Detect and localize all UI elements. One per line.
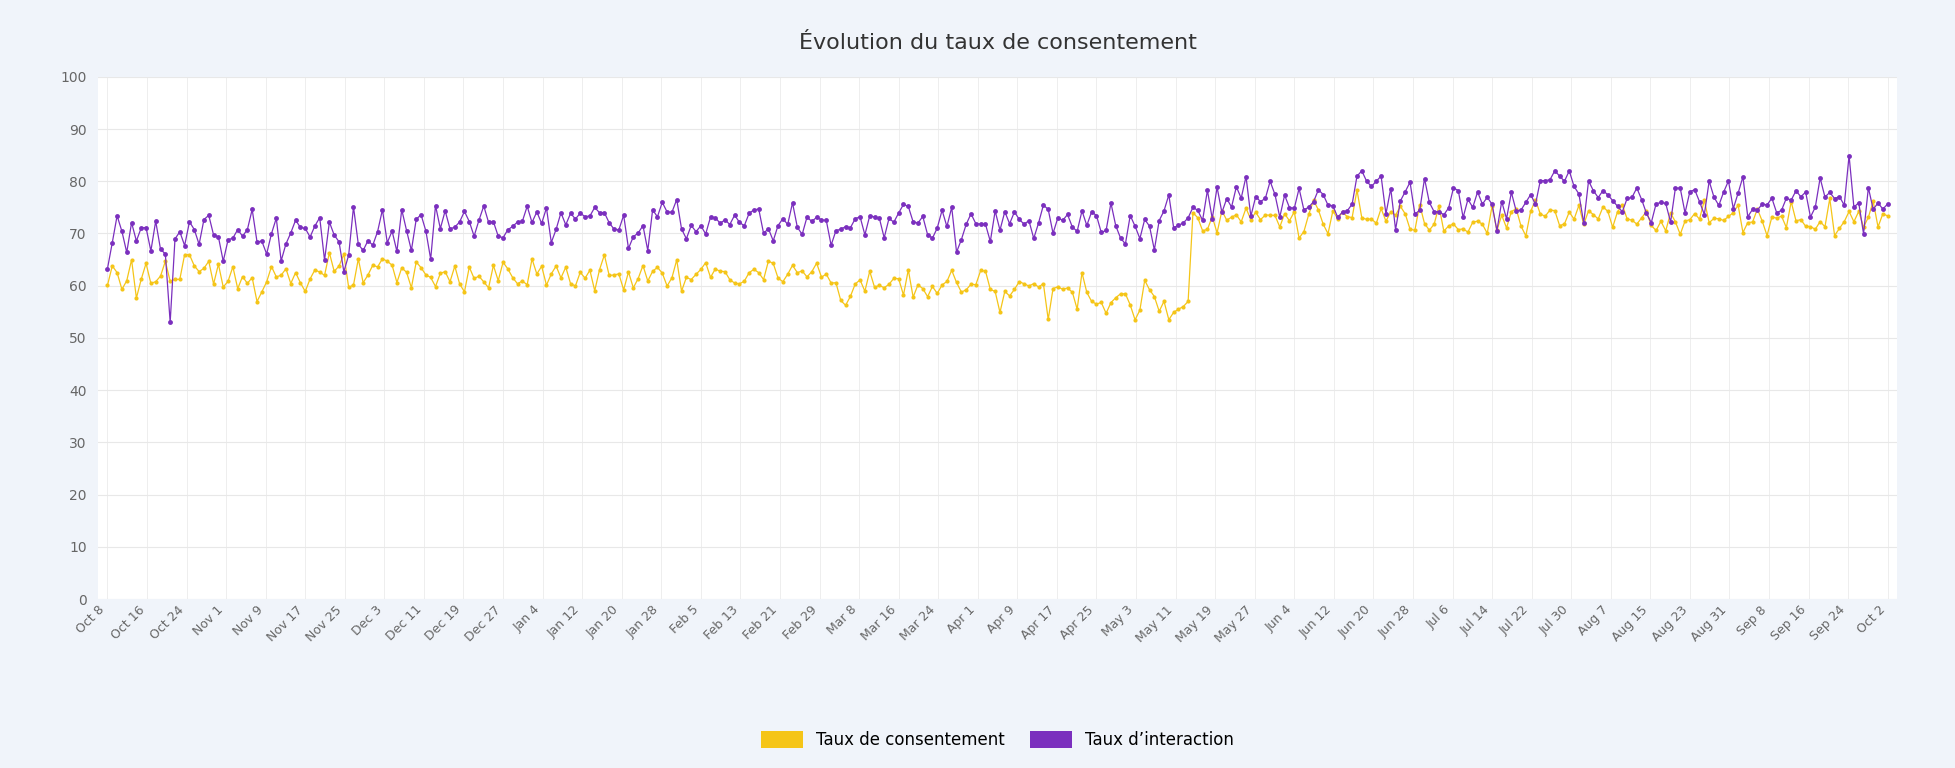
Taux d’interaction bbox=[158, 318, 182, 327]
Taux de consentement bbox=[96, 281, 119, 290]
Taux de consentement bbox=[1875, 211, 1898, 220]
Taux de consentement bbox=[405, 257, 428, 266]
Taux de consentement bbox=[790, 266, 813, 276]
Taux de consentement bbox=[1122, 315, 1146, 324]
Taux de consentement bbox=[1345, 185, 1368, 194]
Taux d’interaction bbox=[1836, 151, 1859, 160]
Taux de consentement bbox=[1566, 200, 1589, 210]
Line: Taux de consentement: Taux de consentement bbox=[106, 188, 1889, 322]
Taux d’interaction bbox=[1398, 177, 1421, 187]
Taux d’interaction bbox=[1562, 182, 1586, 191]
Taux de consentement bbox=[809, 273, 833, 282]
Taux d’interaction bbox=[1875, 200, 1898, 209]
Taux de consentement bbox=[1402, 226, 1425, 235]
Taux d’interaction bbox=[813, 216, 837, 225]
Taux d’interaction bbox=[409, 210, 432, 220]
Title: Évolution du taux de consentement: Évolution du taux de consentement bbox=[798, 33, 1196, 53]
Taux d’interaction bbox=[96, 264, 119, 273]
Taux de consentement bbox=[1654, 226, 1677, 235]
Line: Taux d’interaction: Taux d’interaction bbox=[106, 153, 1889, 325]
Taux d’interaction bbox=[1648, 198, 1672, 207]
Legend: Taux de consentement, Taux d’interaction: Taux de consentement, Taux d’interaction bbox=[753, 723, 1241, 758]
Taux d’interaction bbox=[796, 213, 819, 222]
